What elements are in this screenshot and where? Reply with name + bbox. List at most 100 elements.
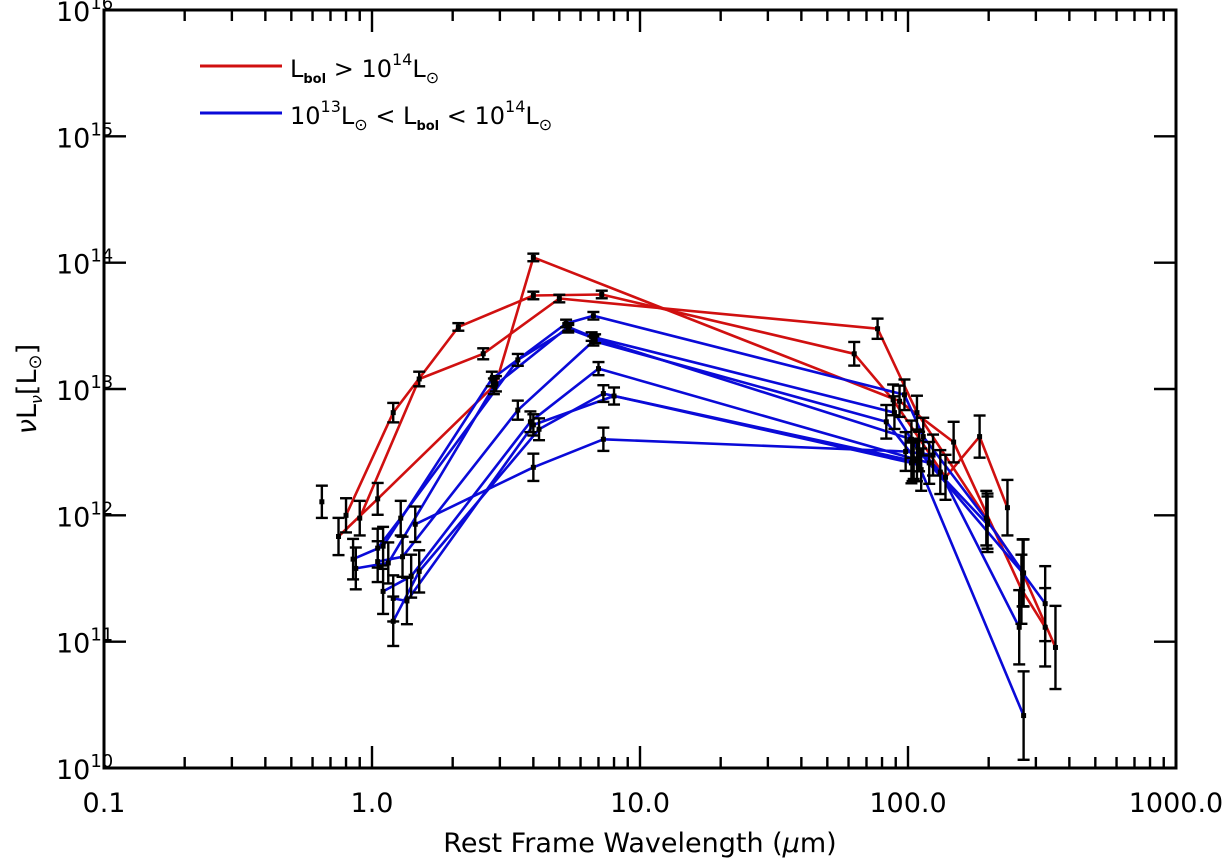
data-point-s0-0 [340, 497, 353, 534]
data-point-s3-0 [347, 537, 360, 581]
y-tick-label-4: 1014 [56, 246, 113, 281]
data-point-s7-0 [377, 567, 390, 616]
data-point-s10-1 [527, 452, 540, 483]
x-tick-label-0: 0.1 [83, 788, 126, 819]
data-point-s10-2 [597, 426, 610, 453]
y-axis-title-unit: [L [12, 369, 43, 395]
data-point-s10-4 [927, 433, 940, 477]
y-axis-title-unit-close: ] [12, 344, 43, 355]
data-point-s1-2 [477, 347, 490, 361]
data-point-s9-4 [905, 441, 918, 485]
data-point-s1-8 [1049, 604, 1062, 691]
x-tick-label-4: 1000.0 [1129, 788, 1223, 819]
legend-red-rel: > 10 [326, 55, 392, 83]
legend-blue-exp: 14 [505, 97, 525, 116]
data-point-s0-2 [452, 321, 465, 332]
legend-red-L2: L [412, 55, 426, 83]
data-point-s1-3 [553, 293, 566, 304]
series-line-blue-8 [392, 392, 923, 622]
data-point-s1-4 [871, 317, 884, 341]
data-point-s0-3 [527, 290, 540, 301]
data-point-s6-0 [371, 540, 384, 584]
data-point-s0-5 [848, 340, 861, 367]
data-point-s8-3 [597, 384, 610, 404]
legend-blue-pre: 10 [290, 102, 321, 130]
tick-labels: 0.1 1.0 10.0 100.0 1000.01010101110121013101… [56, 0, 1223, 819]
legend: Lbol > 1014L⊙ 1013L⊙ < Lbol < 1014L⊙ [200, 50, 552, 134]
x-axis-title-unit: m) [800, 828, 837, 859]
legend-blue-mid: < L [368, 102, 417, 130]
data-point-s6-2 [511, 399, 524, 421]
legend-red-sun: ⊙ [426, 68, 439, 87]
series-line-red-0 [344, 293, 1009, 516]
series-lines [337, 256, 1057, 717]
data-point-s0-9 [1001, 478, 1014, 537]
data-points [315, 252, 1062, 761]
data-point-s3-1 [377, 525, 390, 567]
y-tick-label-6: 1016 [56, 0, 113, 28]
data-point-s8-5 [915, 447, 928, 492]
y-axis-title-L: L [12, 404, 43, 419]
y-tick-label-5: 1015 [56, 119, 113, 154]
legend-blue-L: L [341, 102, 355, 130]
legend-blue-sub: bol [416, 119, 439, 134]
data-point-s5-1 [394, 499, 407, 537]
legend-blue-rel: < 10 [439, 102, 505, 130]
data-point-s5-3 [562, 323, 575, 334]
data-point-s9-1 [400, 576, 413, 626]
data-point-s5-2 [511, 352, 524, 368]
axis-ticks [104, 10, 1176, 768]
x-tick-label-3: 100.0 [869, 788, 946, 819]
data-point-s0-4 [595, 289, 608, 300]
y-axis-title-nu-sub: ν [27, 395, 46, 404]
data-point-s2-3 [527, 252, 540, 263]
x-tick-label-2: 10.0 [610, 788, 670, 819]
data-point-s2-0 [332, 516, 345, 557]
data-point-s0-1 [387, 401, 400, 424]
series-line-blue-7 [382, 367, 989, 593]
data-point-s6-3 [587, 335, 600, 347]
x-axis-title-text: Rest Frame Wavelength ( [443, 828, 782, 859]
x-axis-title-mu: μ [782, 828, 800, 859]
data-point-s0-8 [973, 414, 986, 459]
legend-blue-sun: ⊙ [354, 115, 367, 134]
data-point-s3-4 [587, 310, 600, 321]
data-point-s9-0 [387, 574, 400, 623]
y-axis-title-nu: ν [12, 419, 43, 434]
x-tick-label-1: 1.0 [351, 788, 394, 819]
y-axis-title-sun: ⊙ [25, 354, 46, 369]
series-line-blue-5 [376, 327, 1021, 628]
data-point-s4-0 [349, 546, 362, 591]
data-point-extra-0 [315, 484, 328, 520]
y-tick-label-0: 1010 [56, 751, 113, 786]
legend-label-blue: 1013L⊙ < Lbol < 1014L⊙ [290, 97, 552, 134]
data-point-s3-5 [898, 378, 911, 412]
data-point-s2-1 [371, 481, 384, 516]
legend-red-exp: 14 [392, 50, 412, 69]
data-point-s10-3 [899, 430, 912, 473]
y-tick-label-1: 1011 [56, 625, 113, 660]
data-point-s6-6 [1017, 670, 1030, 761]
y-tick-label-3: 1013 [56, 372, 113, 407]
data-point-s10-0 [409, 505, 422, 544]
data-point-s6-4 [880, 403, 893, 440]
data-point-s9-3 [608, 386, 621, 406]
data-point-s4-8 [1039, 564, 1052, 643]
data-point-s2-5 [947, 420, 960, 464]
data-point-s1-0 [353, 499, 366, 537]
x-axis-title: Rest Frame Wavelength (μm) [443, 828, 836, 859]
legend-red-sub: bol [303, 72, 326, 87]
legend-blue-sun2: ⊙ [539, 115, 552, 134]
data-point-s5-7 [1013, 588, 1026, 666]
data-point-s9-2 [527, 413, 540, 437]
legend-blue-pre-exp: 13 [321, 97, 341, 116]
data-point-s1-5 [910, 394, 923, 431]
data-point-s1-1 [413, 370, 426, 388]
y-axis-title: νLν[L⊙] [12, 344, 46, 434]
data-point-s5-6 [934, 448, 947, 496]
legend-label-red: Lbol > 1014L⊙ [290, 50, 439, 87]
legend-blue-L2: L [525, 102, 539, 130]
series-line-blue-4 [355, 325, 1047, 605]
data-point-s7-6 [981, 495, 994, 554]
